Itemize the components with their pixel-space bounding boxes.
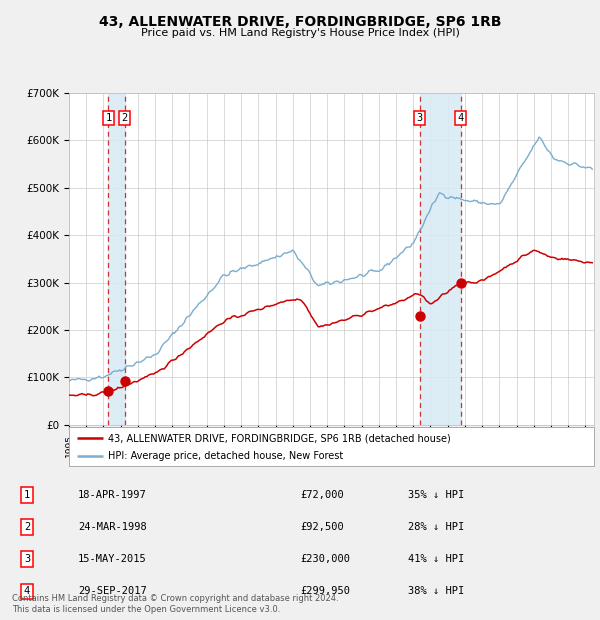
- Text: Price paid vs. HM Land Registry's House Price Index (HPI): Price paid vs. HM Land Registry's House …: [140, 28, 460, 38]
- Bar: [419, 93, 461, 425]
- Text: 41% ↓ HPI: 41% ↓ HPI: [408, 554, 464, 564]
- Text: 29-SEP-2017: 29-SEP-2017: [78, 587, 147, 596]
- Text: 24-MAR-1998: 24-MAR-1998: [78, 522, 147, 532]
- Text: £92,500: £92,500: [300, 522, 344, 532]
- Text: £72,000: £72,000: [300, 490, 344, 500]
- Text: 2: 2: [24, 522, 30, 532]
- Text: HPI: Average price, detached house, New Forest: HPI: Average price, detached house, New …: [109, 451, 344, 461]
- Text: 38% ↓ HPI: 38% ↓ HPI: [408, 587, 464, 596]
- Text: 43, ALLENWATER DRIVE, FORDINGBRIDGE, SP6 1RB: 43, ALLENWATER DRIVE, FORDINGBRIDGE, SP6…: [99, 16, 501, 30]
- Text: Contains HM Land Registry data © Crown copyright and database right 2024.
This d: Contains HM Land Registry data © Crown c…: [12, 595, 338, 614]
- Text: 18-APR-1997: 18-APR-1997: [78, 490, 147, 500]
- Text: 1: 1: [24, 490, 30, 500]
- Text: 3: 3: [24, 554, 30, 564]
- Text: £230,000: £230,000: [300, 554, 350, 564]
- Bar: [109, 93, 125, 425]
- Text: 4: 4: [24, 587, 30, 596]
- Text: 28% ↓ HPI: 28% ↓ HPI: [408, 522, 464, 532]
- Text: 43, ALLENWATER DRIVE, FORDINGBRIDGE, SP6 1RB (detached house): 43, ALLENWATER DRIVE, FORDINGBRIDGE, SP6…: [109, 433, 451, 443]
- Text: 35% ↓ HPI: 35% ↓ HPI: [408, 490, 464, 500]
- Text: £299,950: £299,950: [300, 587, 350, 596]
- Text: 15-MAY-2015: 15-MAY-2015: [78, 554, 147, 564]
- Text: 2: 2: [121, 113, 128, 123]
- Text: 1: 1: [105, 113, 112, 123]
- Text: 3: 3: [416, 113, 423, 123]
- Text: 4: 4: [457, 113, 464, 123]
